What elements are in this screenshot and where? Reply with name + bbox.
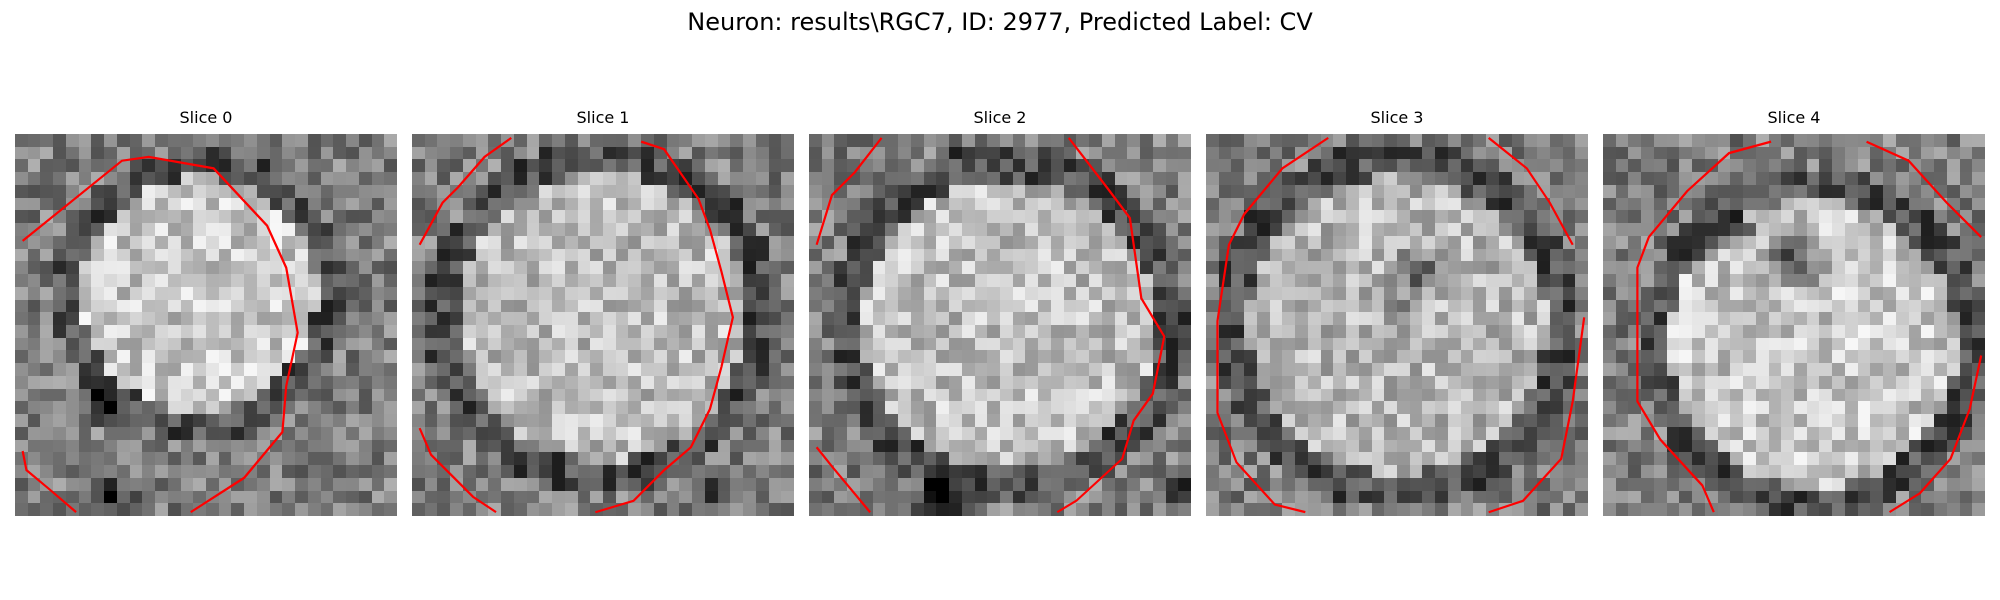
- slice-title-1: Slice 1: [576, 108, 630, 127]
- slice-title-0: Slice 0: [179, 108, 233, 127]
- slice-image-4: [1603, 134, 1985, 516]
- slice-panel-0: Slice 0: [15, 108, 397, 516]
- slice-panel-4: Slice 4: [1603, 108, 1985, 516]
- slice-image-2: [809, 134, 1191, 516]
- slice-title-4: Slice 4: [1767, 108, 1821, 127]
- slice-image-0: [15, 134, 397, 516]
- slice-panel-2: Slice 2: [809, 108, 1191, 516]
- slice-panel-1: Slice 1: [412, 108, 794, 516]
- slice-image-1: [412, 134, 794, 516]
- slice-panel-3: Slice 3: [1206, 108, 1588, 516]
- slice-image-3: [1206, 134, 1588, 516]
- slice-title-2: Slice 2: [973, 108, 1027, 127]
- slice-title-3: Slice 3: [1370, 108, 1424, 127]
- figure-title: Neuron: results\RGC7, ID: 2977, Predicte…: [687, 8, 1313, 36]
